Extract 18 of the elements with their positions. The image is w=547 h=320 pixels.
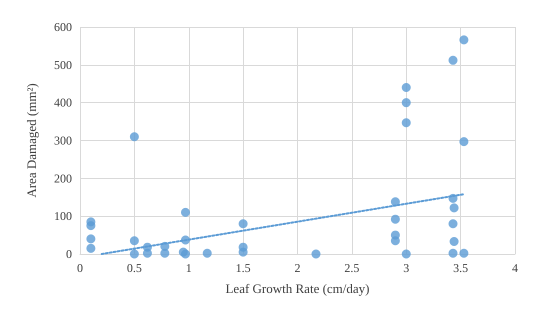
x-axis-title: Leaf Growth Rate (cm/day)	[225, 281, 370, 296]
x-tick-label: 1.5	[236, 261, 251, 275]
x-tick-label: 1	[186, 261, 192, 275]
y-tick-label: 600	[54, 20, 72, 34]
y-axis-title: Area Damaged (mm²)	[24, 83, 39, 198]
x-tick-label: 2	[294, 261, 300, 275]
x-tick-label: 0	[77, 261, 83, 275]
y-tick-label: 100	[54, 209, 72, 224]
x-tick-label: 3.5	[453, 261, 468, 275]
y-tick-label: 300	[54, 134, 72, 148]
x-tick-label: 2.5	[344, 261, 360, 275]
x-tick-label: 4	[512, 261, 518, 275]
x-tick-label: 3	[403, 261, 410, 275]
y-tick-label: 400	[54, 96, 72, 110]
x-tick-label: 0.5	[126, 261, 142, 275]
y-tick-label: 200	[54, 171, 72, 186]
y-tick-label: 500	[54, 58, 72, 72]
y-tick-label: 0	[66, 247, 72, 261]
